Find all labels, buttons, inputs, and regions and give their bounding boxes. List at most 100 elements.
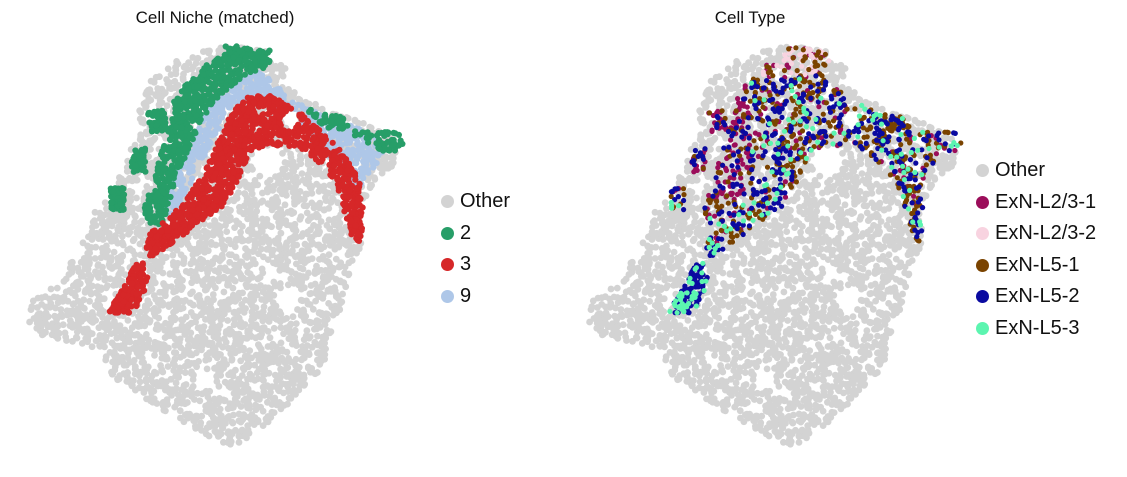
scatter-point [296, 253, 303, 261]
scatter-point [195, 150, 202, 157]
scatter-point [111, 348, 118, 356]
scatter-point [268, 401, 276, 408]
scatter-point [291, 89, 298, 96]
scatter-point [251, 376, 259, 384]
scatter-point [213, 121, 220, 128]
scatter-point [38, 301, 46, 308]
scatter-point [266, 176, 274, 184]
scatter-point [245, 237, 252, 244]
scatter-point [311, 338, 319, 346]
scatter-point [338, 298, 346, 306]
scatter-point [215, 361, 223, 368]
scatter-point [380, 155, 388, 162]
scatter-point [33, 312, 41, 320]
scatter-point [165, 301, 172, 309]
scatter-point [240, 346, 248, 354]
scatter-point [292, 260, 300, 268]
scatter-point [239, 289, 247, 297]
scatter-point [366, 123, 374, 131]
scatter-point [187, 320, 195, 327]
scatter-point [139, 368, 146, 376]
scatter-point [223, 361, 231, 368]
scatter-point [304, 228, 311, 236]
scatter-point [206, 64, 213, 71]
scatter-point [74, 278, 82, 286]
scatter-point [145, 197, 152, 204]
scatter-point [339, 290, 346, 298]
scatter-point [132, 162, 139, 169]
scatter-point [243, 354, 250, 362]
scatter-point [222, 215, 229, 223]
scatter-point [52, 304, 59, 312]
scatter-point [195, 358, 203, 365]
scatter-point [80, 296, 88, 304]
scatter-point [260, 253, 267, 261]
scatter-point [259, 324, 267, 332]
scatter-point [174, 191, 181, 198]
scatter-point [327, 287, 335, 295]
scatter-point [228, 77, 235, 84]
scatter-point [289, 234, 297, 241]
scatter-point [151, 134, 159, 142]
scatter-point [197, 419, 205, 427]
scatter-point [62, 333, 70, 341]
scatter-point [185, 342, 192, 350]
scatter-point [304, 160, 312, 168]
scatter-point [191, 97, 199, 104]
scatter-point [154, 267, 162, 275]
scatter-point [163, 102, 171, 109]
scatter-point [166, 79, 174, 87]
scatter-point [279, 211, 287, 218]
scatter-point [83, 325, 91, 333]
scatter-point [211, 83, 218, 90]
scatter-point [231, 224, 239, 232]
scatter-point [282, 324, 290, 332]
scatter-point [257, 350, 265, 358]
scatter-point [82, 335, 90, 342]
scatter-point [329, 267, 337, 275]
scatter-point [177, 305, 185, 313]
scatter-point [143, 395, 150, 403]
scatter-point [181, 327, 189, 335]
scatter-point [272, 260, 280, 268]
scatter-point [103, 317, 111, 324]
scatter-point [130, 235, 138, 243]
scatter-point [295, 96, 303, 103]
scatter-point [203, 424, 211, 432]
scatter-point [67, 288, 75, 296]
scatter-point [165, 153, 172, 160]
scatter-point [162, 124, 169, 131]
scatter-point [159, 399, 167, 406]
scatter-point [59, 321, 67, 329]
scatter-point [151, 351, 158, 359]
scatter-point [136, 136, 144, 144]
scatter-point [101, 199, 109, 207]
scatter-point [315, 321, 323, 329]
scatter-point [332, 255, 340, 263]
scatter-point [209, 96, 216, 103]
scatter-point [140, 359, 148, 367]
scatter-point [237, 357, 245, 365]
scatter-point [183, 138, 190, 145]
scatter-point [241, 178, 249, 186]
scatter-point [120, 217, 127, 224]
scatter-point [235, 314, 243, 322]
scatter-point [319, 294, 327, 302]
scatter-point [242, 79, 249, 86]
scatter-point [70, 264, 77, 272]
scatter-point [274, 198, 282, 206]
scatter-point [27, 306, 35, 313]
scatter-point [172, 315, 179, 322]
scatter-point [281, 159, 289, 166]
scatter-point [255, 341, 262, 349]
scatter-point [197, 99, 204, 106]
scatter-point [268, 206, 276, 214]
scatter-point [213, 74, 220, 81]
scatter-point [257, 228, 264, 236]
scatter-point [189, 117, 196, 124]
scatter-point [178, 124, 185, 131]
scatter-point [188, 360, 195, 367]
scatter-point [33, 319, 41, 327]
scatter-point [292, 320, 300, 327]
scatter-point [47, 285, 55, 293]
